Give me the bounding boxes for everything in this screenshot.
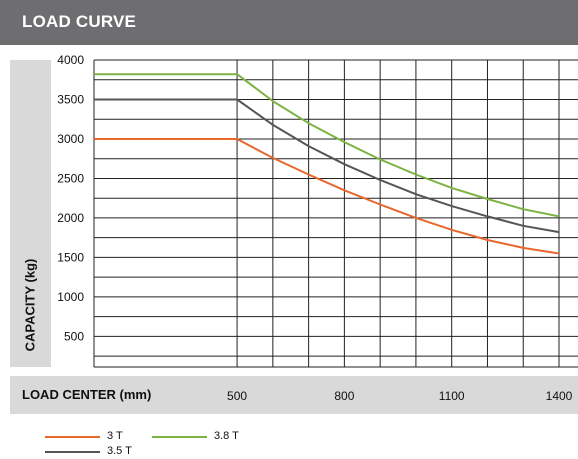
y-tick-label: 3500 [57, 92, 84, 106]
x-axis-label: LOAD CENTER (mm) [22, 387, 152, 402]
legend-swatch [45, 436, 100, 438]
x-tick-label: 1100 [439, 389, 465, 403]
y-axis-label-band [10, 60, 51, 367]
legend-label: 3 T [107, 430, 123, 442]
y-tick-label: 1000 [57, 290, 84, 304]
legend-swatch [45, 451, 100, 453]
y-tick-label: 3000 [57, 132, 84, 146]
series-line-3-5-t [94, 98, 560, 234]
y-tick-label: 2500 [57, 171, 84, 185]
legend-label: 3.5 T [107, 445, 132, 457]
x-tick-label: 800 [334, 389, 354, 403]
y-tick-label: 1500 [57, 250, 84, 264]
chart-header: LOAD CURVE [0, 0, 578, 45]
legend-swatch [152, 436, 207, 438]
plot-area [94, 60, 578, 367]
legend-label: 3.8 T [214, 430, 239, 442]
x-axis-label-band [10, 376, 578, 414]
y-tick-label: 500 [64, 329, 84, 343]
chart-title: LOAD CURVE [22, 12, 137, 31]
y-tick-label: 4000 [57, 53, 84, 67]
x-tick-label: 1400 [546, 389, 573, 403]
series-line-3-8-t [94, 73, 560, 218]
x-tick-label: 500 [227, 389, 247, 403]
series-line-3-t [94, 138, 560, 255]
y-tick-label: 2000 [57, 211, 84, 225]
